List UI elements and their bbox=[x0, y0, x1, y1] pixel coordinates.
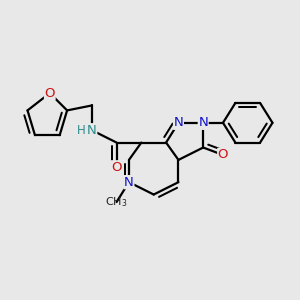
Text: N: N bbox=[124, 176, 134, 189]
Text: H: H bbox=[77, 124, 86, 137]
Text: N: N bbox=[174, 116, 183, 129]
Text: N: N bbox=[87, 124, 97, 137]
Text: O: O bbox=[44, 87, 55, 100]
Text: O: O bbox=[111, 161, 122, 174]
Text: O: O bbox=[218, 148, 228, 161]
Text: N: N bbox=[198, 116, 208, 129]
Text: CH$_3$: CH$_3$ bbox=[105, 195, 128, 209]
